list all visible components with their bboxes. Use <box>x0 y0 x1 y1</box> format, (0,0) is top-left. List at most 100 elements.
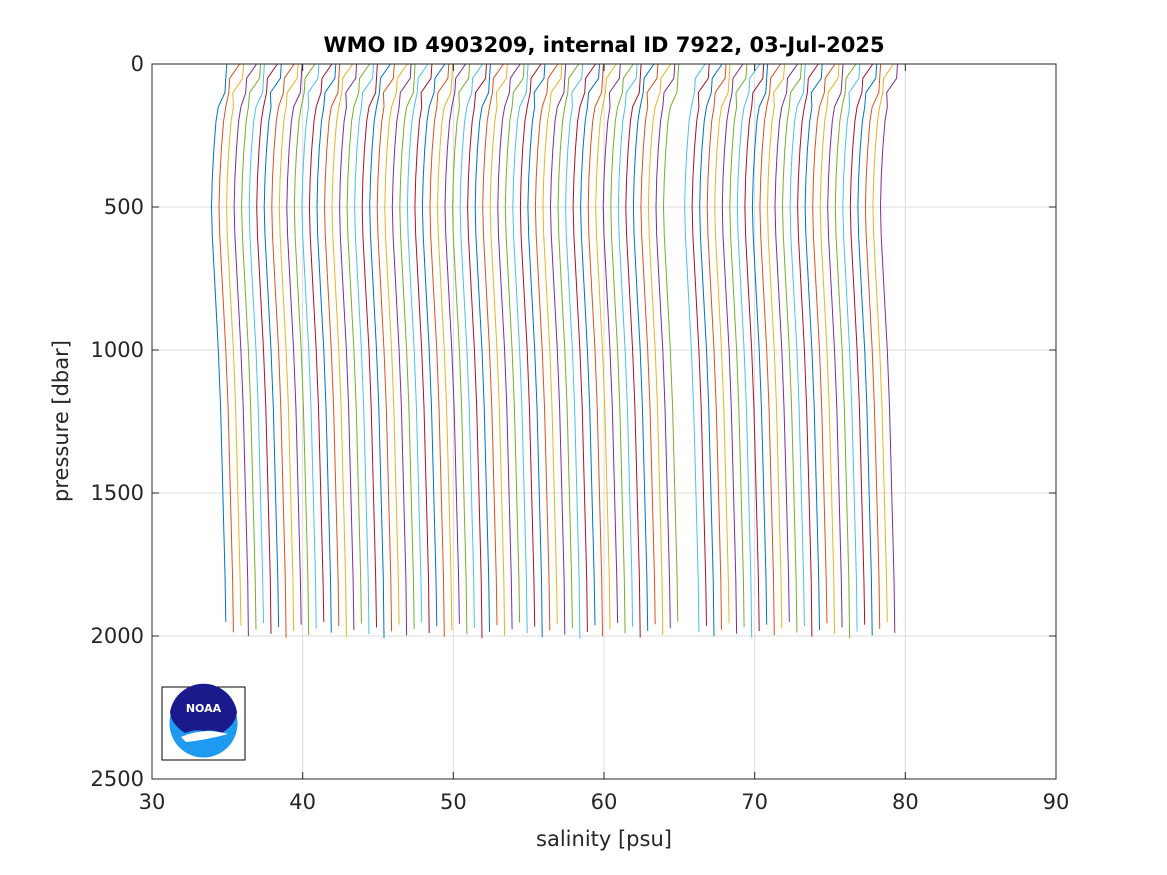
x-axis-label: salinity [psu] <box>536 827 672 851</box>
profile-line <box>781 63 802 633</box>
profile-line <box>812 63 836 624</box>
profile-line <box>233 63 258 637</box>
y-tick-label: 1000 <box>91 338 144 362</box>
logo-text: NOAA <box>186 702 222 715</box>
profile-line <box>452 63 471 635</box>
profile-line <box>534 63 559 631</box>
x-tick-label: 50 <box>440 790 467 814</box>
profile-line <box>241 63 261 630</box>
profile-line <box>684 63 706 633</box>
profile-line <box>391 63 412 636</box>
profile-line <box>301 63 320 629</box>
profile-line <box>429 63 450 637</box>
profile-line <box>399 63 416 629</box>
profile-line <box>504 63 525 623</box>
profile-line <box>587 63 604 637</box>
profile-line <box>640 63 659 625</box>
x-tick-label: 40 <box>289 790 316 814</box>
y-tick-label: 500 <box>104 195 144 219</box>
profile-line <box>512 63 529 634</box>
profile-line <box>421 63 446 627</box>
profile-line <box>406 63 429 623</box>
profile-line <box>519 63 542 627</box>
profile-line <box>331 63 354 637</box>
profile-line <box>414 63 433 633</box>
profile-line <box>572 63 597 633</box>
profile-line <box>354 63 374 635</box>
profile-line <box>721 63 744 634</box>
profile-line <box>789 63 806 627</box>
profile-line <box>864 63 882 629</box>
profile-line <box>834 63 857 639</box>
profile-line <box>489 63 508 636</box>
profile-line <box>602 63 621 623</box>
profile-line <box>610 63 634 634</box>
profile-line <box>736 63 761 638</box>
profile-line <box>774 63 798 623</box>
profile-line <box>278 63 299 632</box>
profile-line <box>384 63 408 625</box>
y-tick-label: 2500 <box>91 767 144 791</box>
profile-line <box>210 63 228 622</box>
noaa-logo: NOAA <box>161 683 246 761</box>
profile-line <box>819 63 840 635</box>
profile-line <box>872 63 895 623</box>
y-tick-label: 2000 <box>91 624 144 648</box>
profile-line <box>842 63 861 632</box>
profile-line <box>744 63 765 632</box>
profile-line <box>699 63 723 637</box>
profile-line <box>849 63 874 625</box>
profile-line <box>467 63 487 639</box>
profile-line <box>339 63 358 631</box>
x-tick-label: 80 <box>892 790 919 814</box>
logo-sky <box>170 683 237 733</box>
profile-line <box>766 63 785 629</box>
profile-line <box>804 63 823 631</box>
profile-line <box>263 63 282 628</box>
profile-line <box>497 63 521 630</box>
profile-line <box>580 63 600 626</box>
profile-line <box>286 63 303 625</box>
profile-line <box>361 63 378 628</box>
profile-line <box>316 63 337 633</box>
profile-line <box>565 63 584 639</box>
series-group <box>210 63 898 639</box>
profile-line <box>632 63 655 631</box>
profile-line <box>376 63 395 632</box>
profile-line <box>595 63 617 630</box>
chart-title: WMO ID 4903209, internal ID 7922, 03-Jul… <box>323 33 884 57</box>
x-tick-label: 70 <box>741 790 768 814</box>
profile-line <box>226 63 245 626</box>
profile-line <box>323 63 341 627</box>
profile-line <box>549 63 567 635</box>
ticks: 30 40 50 60 70 80 90 0 500 1000 1500 2000 2500 <box>91 52 1070 814</box>
profile-line <box>527 63 546 638</box>
profile-line <box>369 63 391 639</box>
profile-line <box>879 63 898 633</box>
profile-line <box>857 63 878 636</box>
y-tick-label: 0 <box>131 52 144 76</box>
x-tick-label: 90 <box>1043 790 1070 814</box>
profile-line <box>759 63 782 636</box>
y-axis-label: pressure [dbar] <box>49 340 73 502</box>
profile-line <box>436 63 454 631</box>
profile-line <box>691 63 710 626</box>
x-tick-label: 60 <box>591 790 618 814</box>
profile-line <box>797 63 819 637</box>
profile-line <box>706 63 727 630</box>
profile-line <box>557 63 580 629</box>
profile-line <box>459 63 484 628</box>
profile-line <box>827 63 844 628</box>
profile-line <box>662 63 680 622</box>
profile-line <box>256 63 278 634</box>
profile-line <box>625 63 642 638</box>
profile-line <box>714 63 731 624</box>
profile-line <box>218 63 241 633</box>
profile-line <box>751 63 769 625</box>
profile-line <box>655 63 676 629</box>
profile-line <box>617 63 638 627</box>
profile-line <box>482 63 504 626</box>
y-tick-label: 1500 <box>91 481 144 505</box>
profile-line <box>729 63 748 628</box>
